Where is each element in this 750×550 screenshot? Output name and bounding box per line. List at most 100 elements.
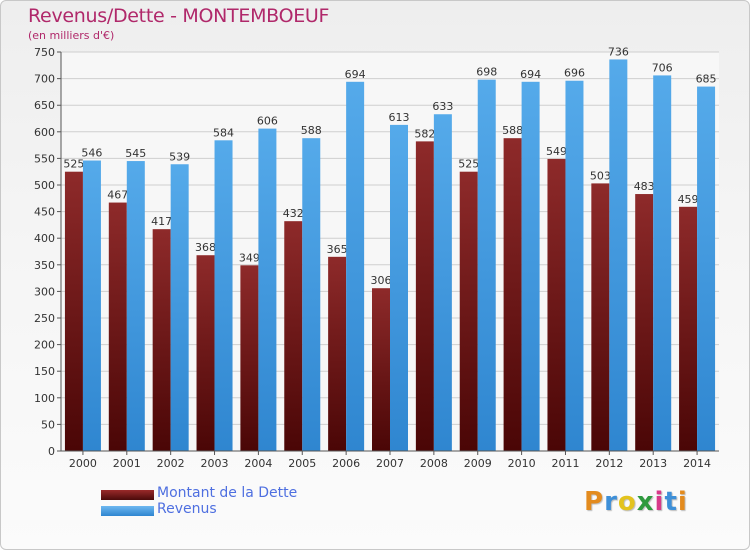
bar-revenus [433,114,452,451]
bar-revenus [697,86,716,451]
bar-revenus [653,75,672,452]
x-tick-label: 2002 [157,457,185,470]
bar-revenus [82,160,101,451]
data-label: 525 [63,158,84,171]
data-label: 696 [564,67,585,80]
y-tick-label: 600 [34,126,55,139]
data-label: 365 [327,243,348,256]
data-label: 417 [151,215,172,228]
data-label: 306 [371,274,392,287]
bar-revenus [346,81,365,452]
data-label: 539 [169,150,190,163]
y-tick-label: 100 [34,392,55,405]
bar-dette [503,138,522,451]
y-tick-label: 400 [34,232,55,245]
bar-dette [108,202,127,451]
x-tick-label: 2007 [376,457,404,470]
bar-revenus [521,81,540,452]
y-tick-label: 200 [34,339,55,352]
logo-letter: o [617,487,637,517]
data-label: 685 [696,73,717,86]
data-label: 368 [195,241,216,254]
bar-dette [679,206,698,451]
data-label: 459 [678,193,699,206]
x-tick-label: 2008 [420,457,448,470]
legend-swatch-revenus [101,506,154,516]
data-label: 706 [652,61,673,74]
data-label: 694 [345,68,366,81]
bar-revenus [126,161,145,451]
data-label: 633 [432,100,453,113]
bar-dette [635,194,654,451]
bar-dette [459,171,478,451]
data-label: 467 [107,189,128,202]
bar-dette [196,255,215,451]
x-tick-label: 2013 [639,457,667,470]
bar-dette [64,171,83,451]
bar-revenus [302,138,321,451]
data-label: 525 [458,158,479,171]
bar-revenus [214,140,233,451]
logo-letter: i [654,487,665,517]
bar-revenus [609,59,628,452]
y-tick-label: 450 [34,206,55,219]
x-tick-label: 2005 [288,457,316,470]
bar-dette [284,221,303,451]
bar-dette [240,265,259,451]
bar-dette [152,229,171,451]
y-tick-label: 700 [34,73,55,86]
y-tick-label: 300 [34,285,55,298]
data-label: 483 [634,180,655,193]
bar-dette [591,183,610,452]
bar-dette [547,158,566,451]
data-label: 432 [283,207,304,220]
y-tick-label: 350 [34,259,55,272]
x-tick-label: 2012 [595,457,623,470]
data-label: 503 [590,169,611,182]
bar-dette [328,256,347,451]
y-tick-label: 500 [34,179,55,192]
y-tick-label: 250 [34,312,55,325]
data-label: 613 [389,111,410,124]
data-label: 694 [520,68,541,81]
bar-revenus [390,124,408,451]
bar-dette [372,288,390,451]
chart-title: Revenus/Dette - MONTEMBOEUF [28,5,330,27]
legend-label-revenus: Revenus [157,501,217,517]
data-label: 549 [546,145,567,158]
x-tick-label: 2004 [244,457,272,470]
bar-revenus [170,164,189,451]
x-tick-label: 2001 [113,457,141,470]
data-label: 588 [301,124,322,137]
x-tick-label: 2003 [201,457,229,470]
x-tick-label: 2009 [464,457,492,470]
y-tick-label: 0 [48,445,55,458]
logo-letter: i [677,487,688,517]
x-tick-label: 2010 [508,457,536,470]
y-tick-label: 150 [34,365,55,378]
bar-dette [415,141,434,451]
data-label: 349 [239,251,260,264]
y-tick-label: 650 [34,99,55,112]
chart-subtitle: (en milliers d'€) [28,29,115,42]
bar-revenus [477,79,496,451]
logo-letter: t [664,487,678,517]
logo-letter: P [584,487,605,517]
x-tick-label: 2014 [683,457,711,470]
proxiti-logo: Proxiti [584,487,688,517]
x-tick-label: 2000 [69,457,97,470]
x-tick-label: 2011 [551,457,579,470]
data-label: 736 [608,45,629,58]
logo-letter: x [636,487,655,517]
legend-label-dette: Montant de la Dette [157,485,298,501]
legend-swatch-dette [101,490,154,500]
data-label: 582 [414,127,435,140]
bar-revenus [565,80,584,451]
y-tick-label: 550 [34,152,55,165]
data-label: 584 [213,126,234,139]
data-label: 698 [476,66,497,79]
y-tick-label: 750 [34,46,55,59]
logo-letter: r [604,487,618,517]
